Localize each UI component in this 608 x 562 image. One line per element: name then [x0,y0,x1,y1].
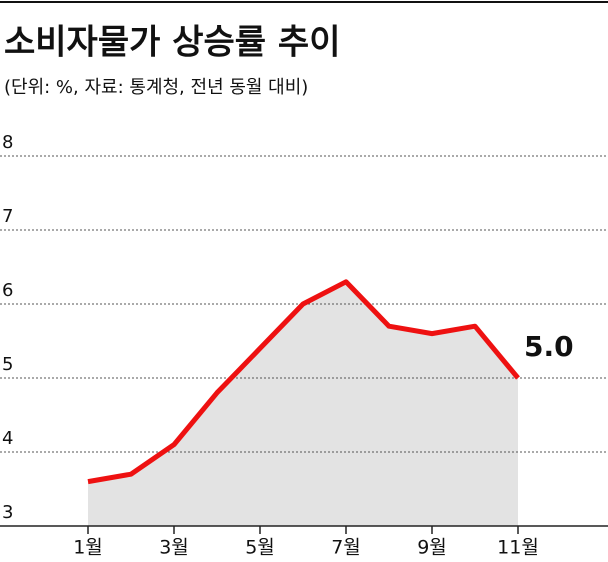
y-tick-label: 6 [2,280,13,301]
area [88,281,518,526]
x-tick-label: 1월 [73,537,103,559]
x-tick-label: 9월 [417,537,447,559]
x-tick-label: 5월 [245,537,275,559]
chart-title: 소비자물가 상승률 추이 [4,23,340,63]
y-tick-label: 8 [2,132,13,153]
y-tick-label: 3 [2,502,13,523]
x-tick-label: 11월 [497,537,539,559]
y-tick-label: 4 [2,428,13,449]
value-label: 5.0 [524,330,574,363]
chart-subtitle: (단위: %, 자료: 통계청, 전년 동월 대비) [4,77,308,98]
x-tick-label: 7월 [331,537,361,559]
x-tick-label: 3월 [159,537,189,559]
y-tick-label: 7 [2,206,13,227]
line [87,279,520,485]
y-tick-label: 5 [2,354,13,375]
